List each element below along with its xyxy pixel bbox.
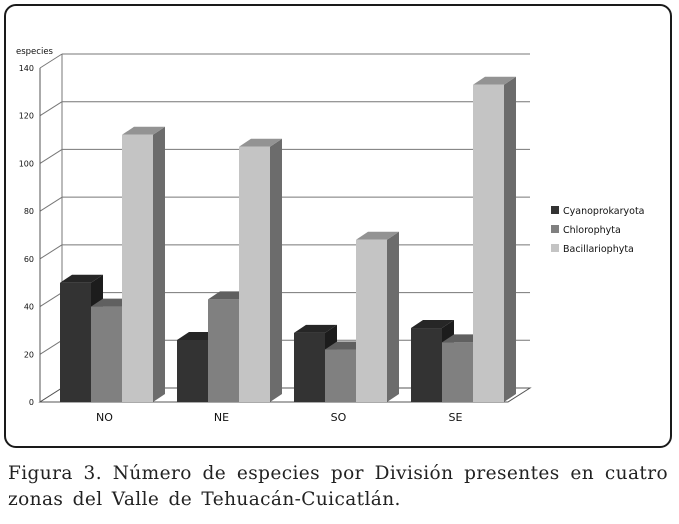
x-tick-label: SO [331,411,347,424]
x-tick-label: NE [214,411,229,424]
y-tick-label: 100 [19,159,34,168]
gridline-side [39,149,63,164]
bar [411,328,442,402]
gridline-side [39,196,63,212]
y-tick-label: 60 [24,255,34,264]
bar [91,306,122,402]
bar [325,349,356,402]
legend-swatch [551,244,559,252]
bar-top [411,320,454,329]
y-tick-label: 120 [19,112,34,121]
bar [239,146,270,402]
bar-side [504,76,516,402]
y-tick-label: 40 [24,303,34,312]
bar [177,339,208,402]
gridline-side [39,244,63,260]
legend-swatch [551,206,559,214]
legend-label: Chlorophyta [563,225,621,236]
bar [122,134,153,403]
bar [60,282,91,402]
figure-caption: Figura 3. Número de especies por Divisió… [8,463,668,510]
legend-swatch [551,225,559,233]
y-tick-label: 140 [19,64,34,73]
bar [473,84,504,402]
bar-top [473,76,516,85]
bar [294,332,325,402]
bar-side [387,231,399,402]
bar [356,239,387,402]
y-tick-label: 0 [29,398,34,407]
bar-top [60,274,103,283]
bar-chart: 0 20 40 60 80 100 120 140 especies NO NE SO SE Cyanop… [16,47,645,424]
bar [442,342,473,402]
bar-top [356,231,399,240]
legend-label: Bacillariophyta [563,244,634,255]
legend-label: Cyanoprokaryota [563,206,645,217]
gridline-side [39,53,63,69]
y-axis-label: especies [16,47,54,57]
y-tick-label: 20 [24,350,34,359]
x-tick-label: SE [449,411,463,424]
bar-side [270,138,282,402]
y-tick-label: 80 [24,207,34,216]
bar-top [122,126,165,135]
bar-top [294,324,337,333]
bar [208,299,239,402]
gridline-side [39,339,63,355]
bar-top [239,138,282,147]
gridline-side [39,101,63,117]
x-tick-label: NO [96,411,113,424]
bar-side [153,126,165,403]
gridline-side [39,292,63,307]
